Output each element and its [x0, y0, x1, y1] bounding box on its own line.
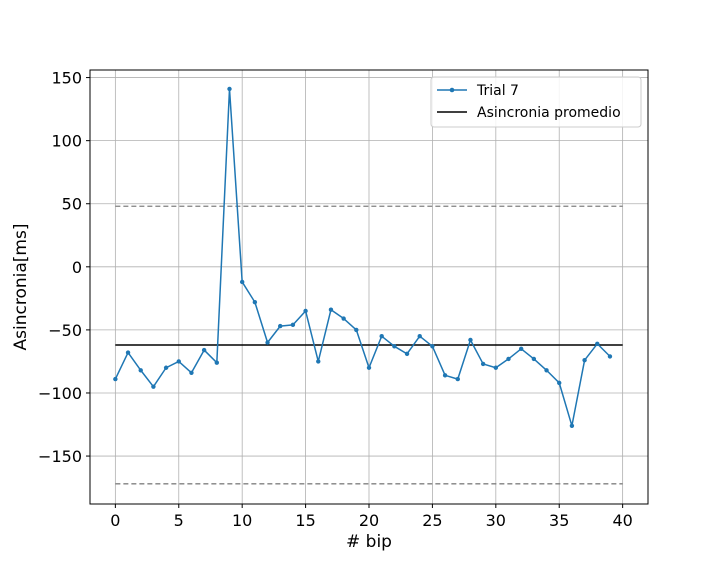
reference-lines	[115, 205, 623, 485]
legend-label-trial: Trial 7	[476, 83, 519, 99]
y-tick-label: −150	[38, 447, 82, 466]
data-point	[303, 308, 308, 314]
grid	[90, 70, 648, 504]
data-point	[569, 423, 575, 428]
data-point	[531, 356, 537, 362]
y-tick-label: −100	[38, 384, 82, 403]
data-point	[366, 365, 372, 370]
y-tick-label: 150	[51, 69, 82, 88]
x-tick-label: 35	[549, 511, 569, 530]
x-tick-label: 5	[174, 511, 184, 530]
data-point	[278, 323, 283, 329]
data-point	[151, 384, 156, 389]
data-point	[404, 351, 410, 357]
data-point	[354, 327, 359, 333]
data-point	[113, 376, 118, 382]
legend-marker-trial	[449, 87, 455, 93]
x-tick-label: 15	[295, 511, 315, 530]
data-point	[252, 299, 258, 305]
x-tick-label: 40	[612, 511, 632, 530]
data-point	[595, 341, 600, 346]
data-point	[163, 365, 169, 370]
data-point	[468, 337, 473, 343]
x-tick-label: 10	[232, 511, 252, 530]
data-point	[227, 86, 232, 92]
data-point	[557, 380, 562, 386]
data-point	[544, 368, 549, 373]
data-point	[201, 347, 207, 353]
y-axis-label: Asincronia[ms]	[11, 224, 31, 351]
x-tick-label: 30	[486, 511, 506, 530]
x-axis-label: # bip	[346, 532, 392, 552]
series-line	[114, 88, 611, 427]
data-point	[316, 359, 321, 364]
data-point	[239, 279, 245, 285]
y-axis: −150 −100 −50 0 50 100 150	[38, 69, 90, 466]
data-point	[480, 361, 486, 367]
data-point	[493, 365, 499, 370]
data-point	[176, 359, 181, 364]
x-tick-label: 0	[110, 511, 120, 530]
data-point	[506, 356, 511, 362]
data-point	[138, 368, 143, 373]
data-point	[442, 373, 448, 378]
data-point	[518, 346, 524, 352]
y-tick-label: 100	[51, 132, 82, 151]
data-point	[265, 340, 270, 345]
data-point	[214, 360, 220, 365]
x-axis: 0 5 10 15 20 25 30 35 40	[110, 504, 633, 530]
data-point	[328, 307, 334, 312]
y-tick-label: 0	[72, 258, 82, 277]
data-point	[417, 334, 422, 339]
x-tick-label: 20	[359, 511, 379, 530]
data-point	[455, 376, 460, 382]
legend-label-average: Asincronia promedio	[477, 105, 621, 121]
y-tick-label: −50	[48, 321, 82, 340]
data-point	[430, 344, 435, 349]
data-point	[341, 316, 346, 321]
legend-box	[430, 76, 642, 128]
data-point	[290, 322, 296, 328]
data-point	[582, 357, 587, 363]
data-point	[607, 354, 613, 359]
data-point	[125, 350, 131, 355]
data-point	[189, 370, 194, 375]
data-point	[392, 344, 397, 349]
x-tick-label: 25	[422, 511, 442, 530]
legend: Trial 7 Asincronia promedio	[430, 76, 642, 128]
data-point	[379, 334, 384, 339]
y-tick-label: 50	[62, 195, 82, 214]
series-layer	[113, 86, 613, 428]
